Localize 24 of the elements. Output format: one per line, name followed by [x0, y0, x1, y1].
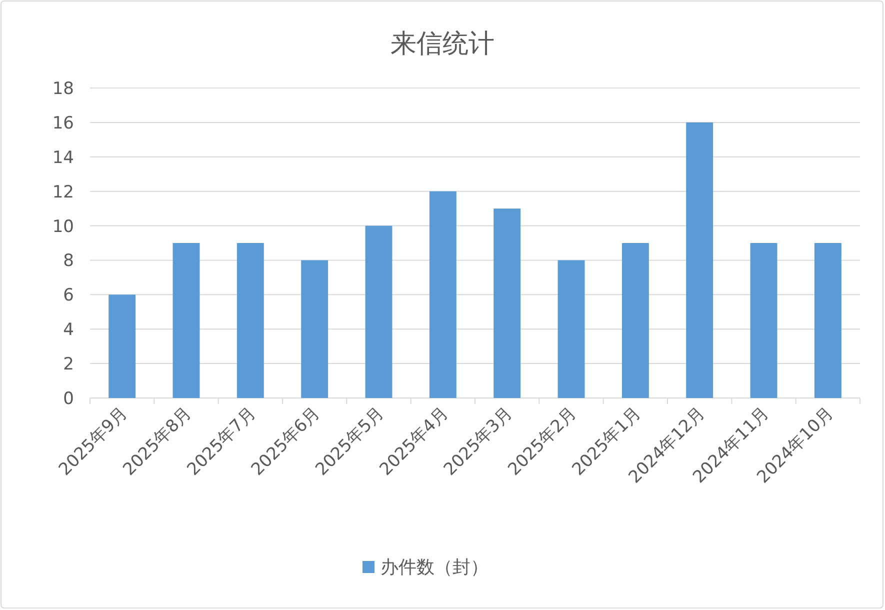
chart-title: 来信统计 — [390, 29, 494, 59]
y-tick-label: 8 — [63, 251, 74, 272]
y-tick-label: 6 — [63, 286, 74, 306]
bar — [236, 243, 264, 398]
y-tick-label: 12 — [52, 182, 74, 202]
bar — [622, 243, 649, 398]
y-tick-label: 0 — [63, 389, 74, 409]
y-tick-label: 16 — [52, 113, 74, 134]
bar — [814, 243, 842, 398]
bar — [429, 191, 456, 398]
y-tick-label: 4 — [63, 320, 74, 340]
bar — [172, 243, 200, 398]
bar — [494, 208, 521, 398]
bar — [365, 226, 392, 398]
y-tick-label: 14 — [52, 148, 74, 168]
bar — [301, 260, 328, 398]
bar — [558, 260, 585, 398]
bar — [108, 294, 136, 398]
y-tick-label: 2 — [63, 354, 74, 375]
y-tick-label: 10 — [52, 216, 74, 237]
bar — [750, 243, 778, 398]
legend-label: 办件数（封） — [380, 557, 488, 578]
y-tick-label: 18 — [52, 79, 74, 99]
bar — [686, 122, 714, 398]
